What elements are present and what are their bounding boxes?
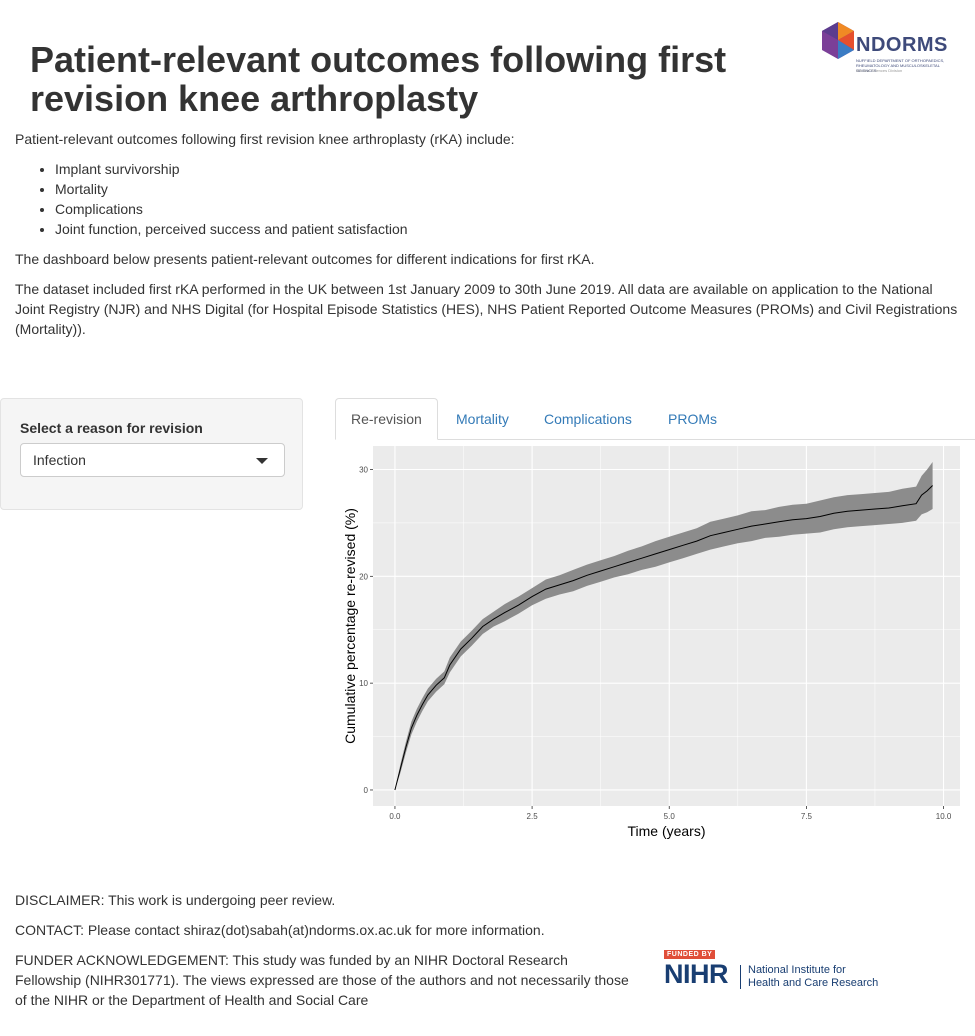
nihr-divider [740,965,741,989]
nihr-line1: National Institute for [748,964,846,976]
re-revision-chart: 0.0 2.5 5.0 7.5 10.0 0 10 20 30 Time (years) Cu… [335,440,975,840]
y-axis-label: Cumulative percentage re-revised (%) [342,508,358,744]
outcome-item: Implant survivorship [55,159,965,179]
dashboard-note: The dashboard below presents patient-rel… [15,251,595,267]
tab-re-revision[interactable]: Re-revision [335,398,438,440]
tab-complications[interactable]: Complications [544,411,632,427]
y-tick-label: 0 [364,786,369,795]
confidence-band [394,462,933,790]
ndorms-logo-division: Medical Sciences Division [856,68,903,73]
intro-section: Patient-relevant outcomes following firs… [15,129,965,349]
chart-svg: 0.0 2.5 5.0 7.5 10.0 0 10 20 30 Time (years) Cu… [342,446,960,839]
x-axis-label: Time (years) [627,823,705,839]
revision-reason-value: Infection [33,452,86,468]
ndorms-logo-text: NDORMS [856,34,948,56]
outcome-tabs: Re-revision Mortality Complications PROM… [335,398,975,440]
outcome-list: Implant survivorship Mortality Complicat… [15,159,965,239]
intro-lead: Patient-relevant outcomes following firs… [15,131,515,147]
revision-reason-select[interactable]: Infection [20,443,285,477]
caret-down-icon [256,458,268,464]
funder-text: FUNDER ACKNOWLEDGEMENT: This study was f… [15,952,629,1008]
ndorms-logo-subtitle: NUFFIELD DEPARTMENT OF ORTHOPAEDICS, RHE… [856,58,945,73]
outcome-item: Complications [55,199,965,219]
nihr-short: NIHR [664,959,729,989]
outcome-item: Mortality [55,179,965,199]
x-tick-label: 2.5 [527,812,539,821]
nihr-logo: FUNDED BY NIHR National Institute for He… [664,950,884,990]
y-tick-label: 30 [359,466,368,475]
ndorms-logo: NDORMS NUFFIELD DEPARTMENT OF ORTHOPAEDI… [818,20,958,80]
outcome-item: Joint function, perceived success and pa… [55,219,965,239]
dataset-note: The dataset included first rKA performed… [15,281,958,337]
nihr-badge: FUNDED BY [664,950,716,959]
y-tick-label: 10 [359,679,368,688]
x-tick-label: 0.0 [389,812,401,821]
x-tick-label: 10.0 [936,812,952,821]
tab-mortality[interactable]: Mortality [456,411,509,427]
tab-proms[interactable]: PROMs [668,411,717,427]
contact-text: CONTACT: Please contact shiraz(dot)sabah… [15,922,545,938]
page-title: Patient-relevant outcomes following firs… [30,39,727,119]
footer-section: DISCLAIMER: This work is undergoing peer… [15,890,635,1020]
x-tick-label: 5.0 [664,812,676,821]
y-tick-label: 20 [359,572,368,581]
series-line [394,485,933,791]
ndorms-hexagon-icon [822,22,854,59]
disclaimer-text: DISCLAIMER: This work is undergoing peer… [15,892,336,908]
sidebar-panel: Select a reason for revision Infection [0,398,303,510]
x-tick-label: 7.5 [801,812,813,821]
nihr-line2: Health and Care Research [748,977,879,989]
revision-reason-label: Select a reason for revision [20,420,203,436]
